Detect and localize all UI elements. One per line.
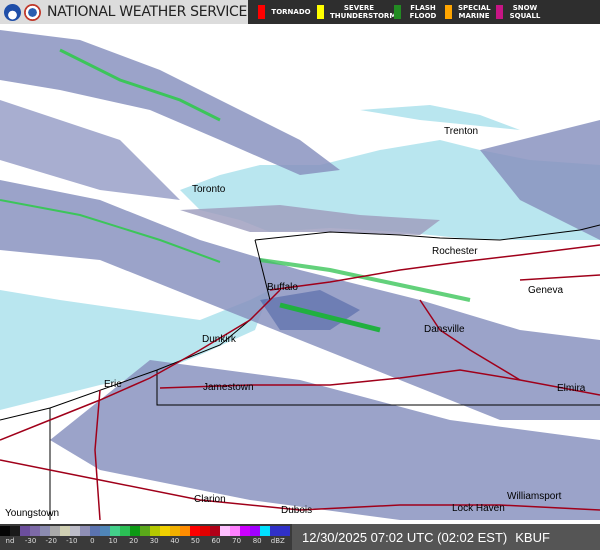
- app-title: NATIONAL WEATHER SERVICE: [47, 4, 248, 20]
- warning-label: SNOW SQUALL: [509, 4, 541, 20]
- city-label-dubois: Dubois: [281, 505, 313, 516]
- colorbar-tick: 30: [149, 537, 159, 545]
- colorbar-segment: [40, 526, 50, 536]
- colorbar-tick: nd: [5, 537, 15, 545]
- colorbar-segment: [210, 526, 220, 536]
- colorbar-tick: -10: [66, 537, 78, 545]
- timestamp: 12/30/2025 07:02 UTC (02:02 EST): [302, 529, 508, 545]
- colorbar-segment: [100, 526, 110, 536]
- colorbar-segment: [190, 526, 200, 536]
- colorbar-segment: [70, 526, 80, 536]
- city-label-jamestown: Jamestown: [203, 382, 254, 393]
- colorbar-segment: [160, 526, 170, 536]
- colorbar-segment: [30, 526, 40, 536]
- city-label-geneva: Geneva: [528, 285, 564, 296]
- colorbar-tick: 80: [252, 537, 262, 545]
- city-label-rochester: Rochester: [432, 246, 478, 257]
- city-label-trenton: Trenton: [444, 126, 479, 137]
- radar-map[interactable]: [0, 24, 600, 524]
- colorbar-segment: [240, 526, 250, 536]
- warning-swatch: [496, 5, 503, 19]
- warning-legend: TORNADO SEVERE THUNDERSTORM FLASH FLOOD SPE…: [248, 0, 600, 24]
- city-label-dansville: Dansville: [424, 324, 465, 335]
- colorbar-tick: 20: [129, 537, 139, 545]
- nws-brand: NATIONAL WEATHER SERVICE: [0, 0, 248, 24]
- colorbar-segment: [60, 526, 70, 536]
- colorbar-tick: 60: [211, 537, 221, 545]
- colorbar-segment: [150, 526, 160, 536]
- city-label-lock-haven: Lock Haven: [452, 503, 505, 514]
- colorbar-segment: [20, 526, 30, 536]
- city-label-toronto: Toronto: [192, 184, 226, 195]
- legend-bar: nd -30 -20 -10 0 10 20 30 40 50 60 70 80 dBZ 12/30/20…: [0, 524, 600, 550]
- warning-label: SEVERE THUNDERSTORM: [330, 4, 397, 20]
- city-label-williamsport: Williamsport: [507, 491, 562, 502]
- colorbar-segment: [170, 526, 180, 536]
- colorbar-segment: [110, 526, 120, 536]
- warning-label: FLASH FLOOD: [409, 4, 437, 20]
- header: NATIONAL WEATHER SERVICE TORNADO SEVERE T…: [0, 0, 600, 24]
- warning-label: TORNADO: [271, 8, 311, 16]
- colorbar-ticks: nd -30 -20 -10 0 10 20 30 40 50 60 70 80 dBZ: [0, 537, 290, 549]
- colorbar-tick: 50: [190, 537, 200, 545]
- colorbar-segment: [270, 526, 280, 536]
- colorbar-segment: [260, 526, 270, 536]
- colorbar-segment: [250, 526, 260, 536]
- city-label-erie: Erie: [104, 379, 122, 390]
- city-label-clarion: Clarion: [194, 494, 226, 505]
- colorbar-segment: [180, 526, 190, 536]
- colorbar-tick: -20: [45, 537, 57, 545]
- warning-severe-thunderstorm: SEVERE THUNDERSTORM: [317, 4, 397, 20]
- colorbar-segment: [230, 526, 240, 536]
- colorbar-tick: 10: [108, 537, 118, 545]
- colorbar-segment: [80, 526, 90, 536]
- colorbar-segment: [130, 526, 140, 536]
- city-label-elmira: Elmira: [557, 383, 586, 394]
- warning-label: SPECIAL MARINE: [458, 4, 491, 20]
- warning-swatch: [258, 5, 265, 19]
- colorbar-tick: -30: [24, 537, 37, 545]
- warning-swatch: [394, 5, 401, 19]
- colorbar-segment: [280, 526, 290, 536]
- colorbar-tick: 0: [90, 537, 95, 545]
- colorbar-segment: [140, 526, 150, 536]
- station-id: KBUF: [515, 529, 550, 545]
- noaa-logo-icon: [4, 3, 21, 21]
- warning-flash-flood: FLASH FLOOD: [394, 4, 439, 20]
- warning-special-marine: SPECIAL MARINE: [445, 4, 491, 20]
- timestamp-box: 12/30/2025 07:02 UTC (02:02 EST) KBUF: [292, 524, 600, 550]
- colorbar-segment: [90, 526, 100, 536]
- colorbar-tick: 40: [170, 537, 180, 545]
- warning-tornado: TORNADO: [258, 5, 311, 19]
- colorbar-tick: 70: [232, 537, 242, 545]
- colorbar-segment: [200, 526, 210, 536]
- colorbar-tick: dBZ: [270, 537, 285, 545]
- colorbar-segment: [0, 526, 10, 536]
- city-label-youngstown: Youngstown: [5, 508, 60, 519]
- warning-swatch: [445, 5, 452, 19]
- warning-swatch: [317, 5, 324, 19]
- colorbar-segment: [10, 526, 20, 536]
- colorbar-segment: [220, 526, 230, 536]
- reflectivity-colorbar: [0, 526, 290, 536]
- lake-erie: [0, 290, 270, 410]
- colorbar-segment: [120, 526, 130, 536]
- city-label-buffalo: Buffalo: [267, 282, 298, 293]
- colorbar-segment: [50, 526, 60, 536]
- nws-logo-icon: [24, 3, 41, 21]
- city-label-dunkirk: Dunkirk: [202, 334, 236, 345]
- warning-snow-squall: SNOW SQUALL: [496, 4, 541, 20]
